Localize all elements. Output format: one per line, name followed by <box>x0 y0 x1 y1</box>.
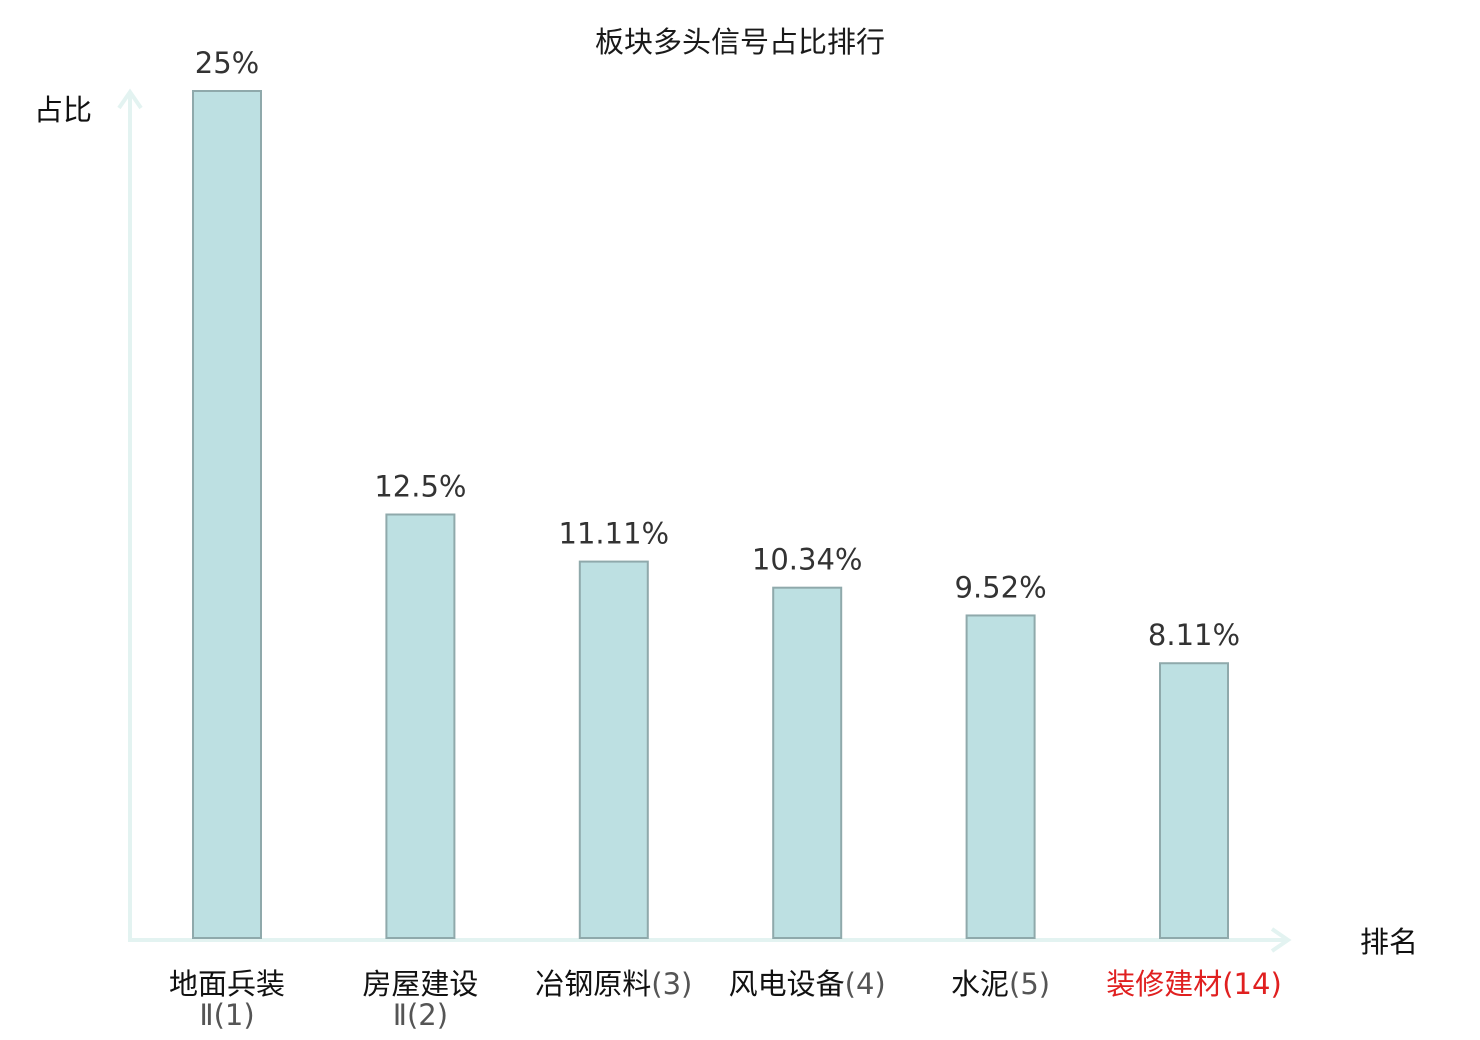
bar-group <box>192 90 1229 940</box>
bar <box>192 90 262 939</box>
chart-title: 板块多头信号占比排行 <box>595 25 885 59</box>
bar-value-label: 8.11% <box>1148 618 1240 652</box>
y-axis-label: 占比 <box>34 93 92 127</box>
category-rank: (4) <box>845 967 886 1001</box>
category-name: 水泥(5) <box>951 967 1050 1001</box>
category-name-text: 冶钢原料 <box>535 967 651 1001</box>
category-label: 装修建材(14) <box>1106 967 1282 1001</box>
category-rank: (3) <box>651 967 692 1001</box>
category-name-text: 水泥 <box>951 967 1009 1001</box>
category-label: 冶钢原料(3) <box>535 967 692 1001</box>
category-name: 房屋建设 <box>362 967 478 1001</box>
bar-value-label: 9.52% <box>955 570 1047 604</box>
y-axis-arrow-icon <box>117 88 143 110</box>
category-rank: (5) <box>1009 967 1050 1001</box>
bar <box>1159 662 1229 940</box>
category-rank: Ⅱ(2) <box>393 998 448 1032</box>
category-label: 水泥(5) <box>951 967 1050 1001</box>
bar-value-label: 25% <box>195 46 259 80</box>
bar <box>772 586 843 939</box>
value-label-group: 25% 12.5% 11.11% 10.34% 9.52% 8.11% <box>195 46 1240 652</box>
bar-value-label: 12.5% <box>374 470 466 504</box>
category-name: 地面兵装 <box>169 967 285 1001</box>
category-name-text: 装修建材 <box>1106 967 1222 1001</box>
category-name: 风电设备(4) <box>729 967 886 1001</box>
category-label: 风电设备(4) <box>729 967 886 1001</box>
category-rank: Ⅱ(1) <box>199 998 254 1032</box>
bar-value-label: 11.11% <box>559 517 670 551</box>
x-axis-arrow-icon <box>1270 927 1292 953</box>
category-name-text: 风电设备 <box>729 967 845 1001</box>
bar-value-label: 10.34% <box>752 543 863 577</box>
bar <box>965 614 1036 939</box>
bar <box>385 513 456 939</box>
category-rank: (14) <box>1222 967 1282 1001</box>
category-name: 冶钢原料(3) <box>535 967 692 1001</box>
x-axis-label: 排名 <box>1360 925 1418 959</box>
bar <box>578 560 649 939</box>
category-name: 装修建材(14) <box>1106 967 1282 1001</box>
